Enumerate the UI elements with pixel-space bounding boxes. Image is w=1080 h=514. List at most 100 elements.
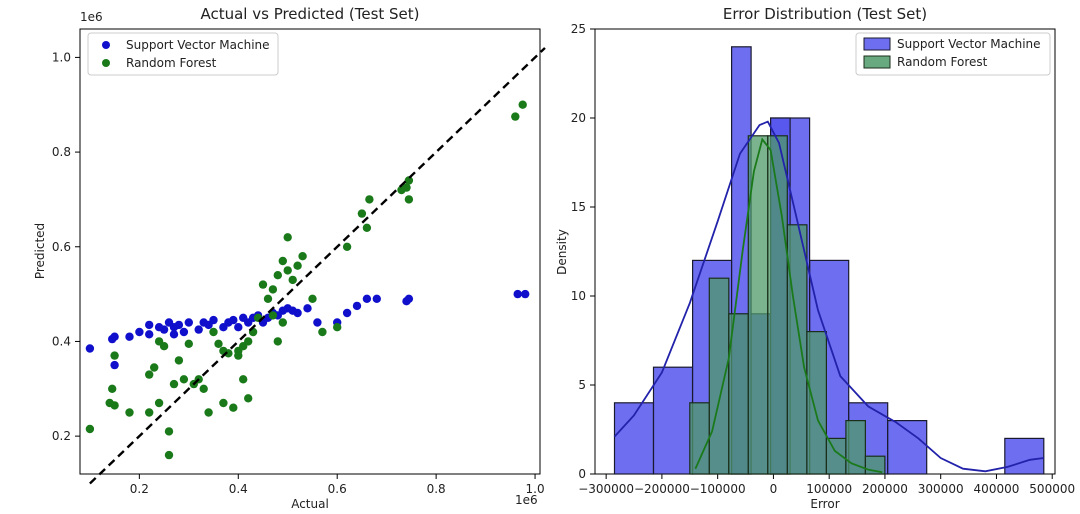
histogram-title: Error Distribution (Test Set) (723, 5, 927, 23)
histogram-y-tick-label: 0 (578, 467, 586, 481)
data-point (85, 424, 95, 434)
data-point (169, 330, 179, 339)
histogram-x-tick-label: −200000 (634, 482, 690, 496)
histogram-panel: Error Distribution (Test Set) Error Dens… (555, 5, 1075, 511)
data-point (184, 339, 193, 348)
data-point (145, 408, 154, 417)
data-point (125, 332, 134, 341)
svm-kde-curve (613, 120, 1044, 473)
data-point (85, 344, 95, 353)
scatter-x-tick-label: 0.8 (427, 482, 446, 496)
data-point (209, 315, 218, 325)
data-point (333, 323, 342, 332)
data-point (402, 183, 411, 192)
data-point (219, 398, 228, 408)
data-point (234, 323, 243, 332)
data-point (511, 112, 520, 121)
data-point (308, 294, 317, 303)
data-point (159, 325, 169, 334)
data-point (293, 261, 302, 270)
data-point (110, 332, 119, 341)
histogram-legend-box (855, 32, 1051, 76)
data-point (273, 337, 282, 346)
scatter-ticks: 0.2 0.4 0.6 0.8 1.0 0.2 0.4 0.6 0.8 1.0 (52, 50, 545, 496)
scatter-y-label: Predicted (33, 223, 47, 279)
legend-label-svm: Support Vector Machine (126, 38, 270, 52)
data-point (404, 195, 414, 204)
data-point (204, 408, 213, 417)
data-point (110, 351, 119, 360)
data-point (518, 100, 527, 109)
histogram-bar (689, 402, 710, 475)
data-point (164, 450, 174, 460)
data-point (150, 363, 159, 372)
data-point (303, 304, 312, 313)
scatter-y-offset-text: 1e6 (80, 10, 103, 24)
histogram-y-tick-label: 10 (571, 289, 586, 303)
histogram-y-label: Density (555, 229, 569, 275)
data-point (145, 320, 154, 330)
data-point (110, 360, 119, 370)
scatter-x-tick-label: 1.0 (526, 482, 545, 496)
scatter-plot-area (85, 47, 546, 485)
histogram-y-tick-label: 15 (571, 200, 586, 214)
data-point (293, 308, 302, 318)
histogram-bar (887, 420, 928, 475)
data-point (342, 308, 352, 318)
legend-patch-rf (863, 55, 891, 69)
scatter-y-tick-label: 1.0 (52, 50, 71, 64)
data-point (268, 311, 278, 320)
data-point (179, 327, 189, 337)
scatter-y-tick-label: 0.4 (52, 334, 71, 348)
histogram-bar (1004, 437, 1045, 475)
legend-label-rf: Random Forest (126, 56, 217, 70)
rf-kde-curve (694, 137, 883, 474)
histogram-x-tick-label: 200000 (862, 482, 908, 496)
histogram-x-tick-label: 400000 (974, 482, 1020, 496)
data-point (154, 398, 164, 408)
data-point (214, 339, 223, 348)
data-point (179, 375, 189, 384)
histogram-x-tick-label: 100000 (806, 482, 852, 496)
data-point (283, 233, 292, 242)
histogram-bar (845, 420, 867, 475)
data-point (278, 318, 287, 327)
data-point (174, 356, 184, 365)
data-point (268, 285, 278, 294)
histogram-x-label: Error (810, 497, 839, 511)
legend-label-svm-hist: Support Vector Machine (897, 37, 1041, 51)
scatter-x-offset-text: 1e6 (515, 493, 538, 507)
data-point (362, 294, 372, 303)
histogram-bar (652, 366, 694, 475)
data-point (164, 427, 174, 436)
scatter-x-tick-label: 0.6 (328, 482, 347, 496)
data-point (125, 408, 134, 417)
histogram-plot-area (613, 46, 1045, 475)
data-point (318, 327, 327, 337)
data-point (372, 294, 381, 303)
data-point (513, 289, 522, 299)
scatter-axes-frame (79, 28, 541, 475)
data-point (159, 342, 169, 351)
scatter-x-label: Actual (291, 497, 329, 511)
data-point (352, 301, 362, 311)
scatter-panel: Actual vs Predicted (Test Set) 1e6 1e6 A… (33, 5, 546, 511)
scatter-legend-box (87, 32, 279, 76)
data-point (365, 195, 374, 204)
histogram-y-tick-label: 20 (571, 111, 586, 125)
data-point (135, 327, 144, 337)
data-point (229, 403, 238, 412)
data-point (184, 318, 193, 327)
data-point (229, 315, 238, 325)
data-point (110, 401, 119, 410)
histogram-bar (786, 224, 808, 475)
data-point (244, 394, 253, 403)
legend-marker-rf (102, 59, 110, 67)
scatter-y-tick-label: 0.2 (52, 429, 71, 443)
data-point (404, 294, 414, 303)
data-point (263, 294, 273, 303)
data-point (357, 209, 367, 218)
histogram-legend: Support Vector Machine Random Forest (855, 32, 1051, 76)
scatter-y-tick-label: 0.8 (52, 145, 71, 159)
